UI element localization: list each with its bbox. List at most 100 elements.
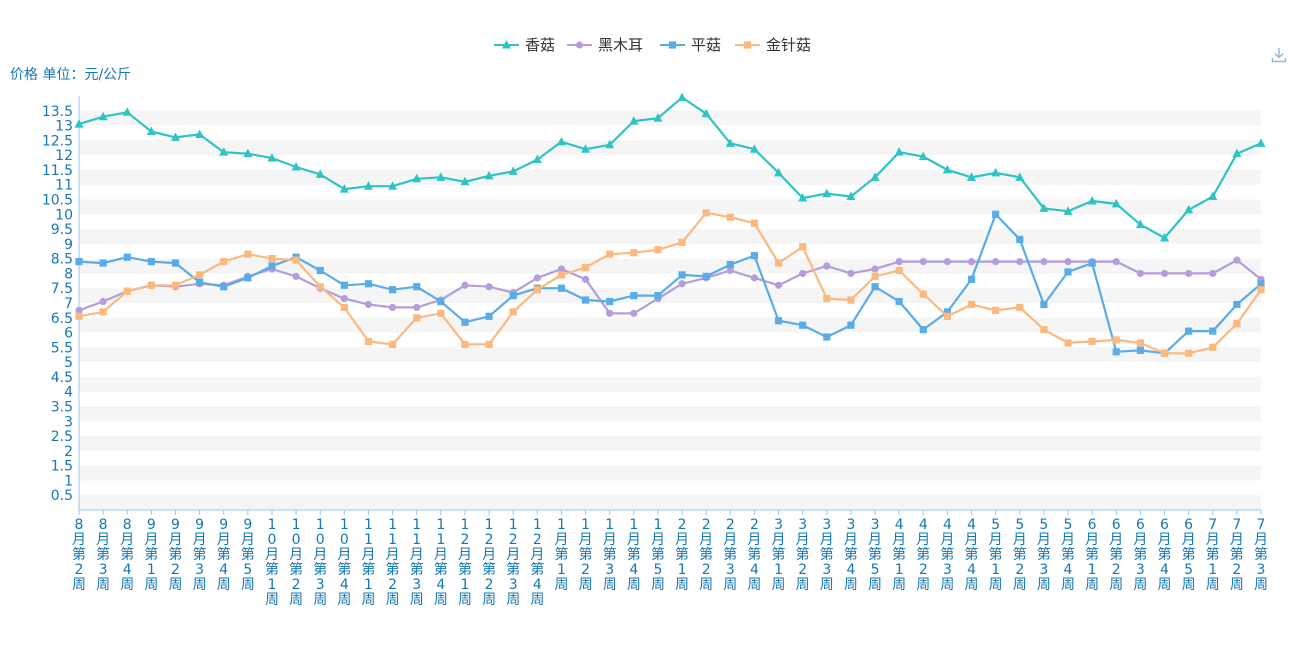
data-point[interactable] (413, 283, 421, 291)
data-point[interactable] (967, 258, 976, 266)
data-point[interactable] (725, 138, 735, 147)
data-point[interactable] (895, 297, 903, 306)
data-point[interactable] (388, 181, 398, 190)
data-point[interactable] (799, 321, 807, 329)
data-point[interactable] (606, 309, 614, 317)
data-point[interactable] (895, 258, 903, 266)
data-point[interactable] (1112, 348, 1120, 356)
data-point[interactable] (1016, 235, 1024, 244)
data-point[interactable] (702, 209, 710, 217)
data-point[interactable] (726, 260, 734, 269)
data-point[interactable] (581, 275, 590, 283)
data-point[interactable] (292, 256, 300, 264)
data-point[interactable] (437, 309, 445, 317)
data-point[interactable] (460, 176, 470, 186)
data-point[interactable] (750, 219, 759, 227)
data-point[interactable] (871, 265, 879, 273)
data-point[interactable] (557, 271, 566, 279)
data-point[interactable] (413, 303, 421, 312)
data-point[interactable] (1040, 300, 1048, 309)
data-point[interactable] (605, 139, 615, 149)
data-point[interactable] (1185, 269, 1193, 278)
data-point[interactable] (1160, 349, 1169, 357)
data-point[interactable] (678, 280, 686, 288)
data-point[interactable] (196, 278, 204, 286)
data-point[interactable] (823, 294, 831, 303)
data-point[interactable] (147, 281, 155, 289)
data-point[interactable] (1136, 346, 1144, 354)
data-point[interactable] (629, 116, 639, 125)
data-point[interactable] (1135, 219, 1145, 229)
data-point[interactable] (533, 286, 541, 294)
data-point[interactable] (967, 300, 976, 309)
data-point[interactable] (388, 303, 397, 312)
data-point[interactable] (630, 249, 638, 257)
data-point[interactable] (364, 300, 373, 309)
data-point[interactable] (942, 164, 952, 174)
data-point[interactable] (461, 318, 469, 326)
data-point[interactable] (557, 265, 566, 273)
data-point[interactable] (1160, 232, 1170, 242)
data-point[interactable] (750, 252, 759, 260)
data-point[interactable] (991, 167, 1001, 177)
data-point[interactable] (99, 259, 107, 267)
data-point[interactable] (1088, 337, 1096, 346)
data-point[interactable] (654, 292, 662, 300)
data-point[interactable] (606, 250, 614, 258)
data-point[interactable] (1233, 300, 1241, 309)
data-point[interactable] (1088, 259, 1096, 267)
data-point[interactable] (146, 126, 156, 135)
data-point[interactable] (436, 172, 446, 181)
data-point[interactable] (556, 136, 566, 146)
data-point[interactable] (364, 337, 373, 346)
data-point[interactable] (1016, 258, 1024, 266)
data-point[interactable] (1112, 258, 1120, 266)
data-point[interactable] (992, 258, 1000, 266)
data-point[interactable] (292, 272, 300, 280)
legend[interactable]: 香菇 黑木耳 平菇 金针菇 (494, 36, 811, 54)
data-point[interactable] (630, 309, 638, 317)
data-point[interactable] (339, 184, 349, 193)
data-point[interactable] (847, 269, 855, 278)
data-point[interactable] (123, 287, 131, 295)
data-point[interactable] (315, 169, 325, 178)
data-point[interactable] (581, 144, 591, 153)
data-point[interactable] (606, 297, 614, 306)
data-point[interactable] (388, 286, 397, 294)
data-point[interactable] (196, 271, 204, 279)
data-point[interactable] (99, 308, 107, 316)
data-point[interactable] (774, 259, 783, 267)
data-point[interactable] (799, 243, 807, 251)
data-point[interactable] (340, 294, 348, 303)
data-point[interactable] (509, 308, 517, 316)
data-point[interactable] (485, 340, 493, 348)
data-point[interactable] (581, 263, 590, 272)
data-point[interactable] (1233, 256, 1241, 264)
data-point[interactable] (798, 193, 808, 202)
data-point[interactable] (437, 297, 445, 306)
data-point[interactable] (484, 170, 494, 180)
data-point[interactable] (98, 111, 108, 121)
data-point[interactable] (316, 266, 324, 275)
data-point[interactable] (1136, 339, 1144, 347)
data-point[interactable] (1136, 269, 1144, 278)
data-point[interactable] (171, 259, 180, 267)
data-point[interactable] (1064, 268, 1072, 276)
data-point[interactable] (726, 266, 734, 275)
data-point[interactable] (220, 258, 228, 266)
data-point[interactable] (147, 258, 155, 266)
data-point[interactable] (943, 258, 952, 266)
data-point[interactable] (1209, 269, 1217, 278)
data-point[interactable] (340, 303, 348, 312)
data-point[interactable] (847, 321, 855, 329)
data-point[interactable] (1256, 138, 1266, 147)
data-point[interactable] (702, 272, 710, 280)
data-point[interactable] (1064, 258, 1072, 266)
data-point[interactable] (1112, 336, 1120, 344)
data-point[interactable] (774, 317, 783, 325)
data-point[interactable] (1015, 172, 1025, 181)
legend-marker[interactable] (502, 40, 511, 49)
data-point[interactable] (1208, 191, 1218, 201)
data-point[interactable] (170, 132, 180, 141)
data-point[interactable] (1184, 204, 1194, 214)
